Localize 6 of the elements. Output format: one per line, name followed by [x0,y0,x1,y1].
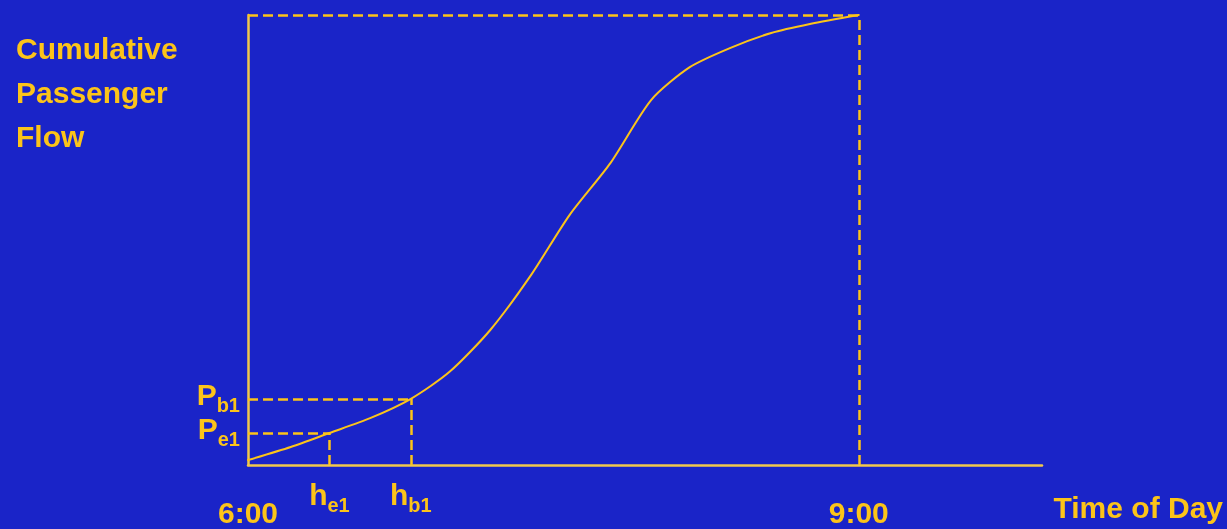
x-tick-label: 9:00 [828,495,889,529]
ref-line-label: h$_{e1}$ [309,478,350,516]
ref-line-label: h$_{b1}$ [390,478,432,516]
y-axis-title: Cumulative Passenger Flow [16,31,178,153]
x-axis-title: Time of Day [1053,490,1224,524]
x-tick-label: 6:00 [217,495,279,529]
